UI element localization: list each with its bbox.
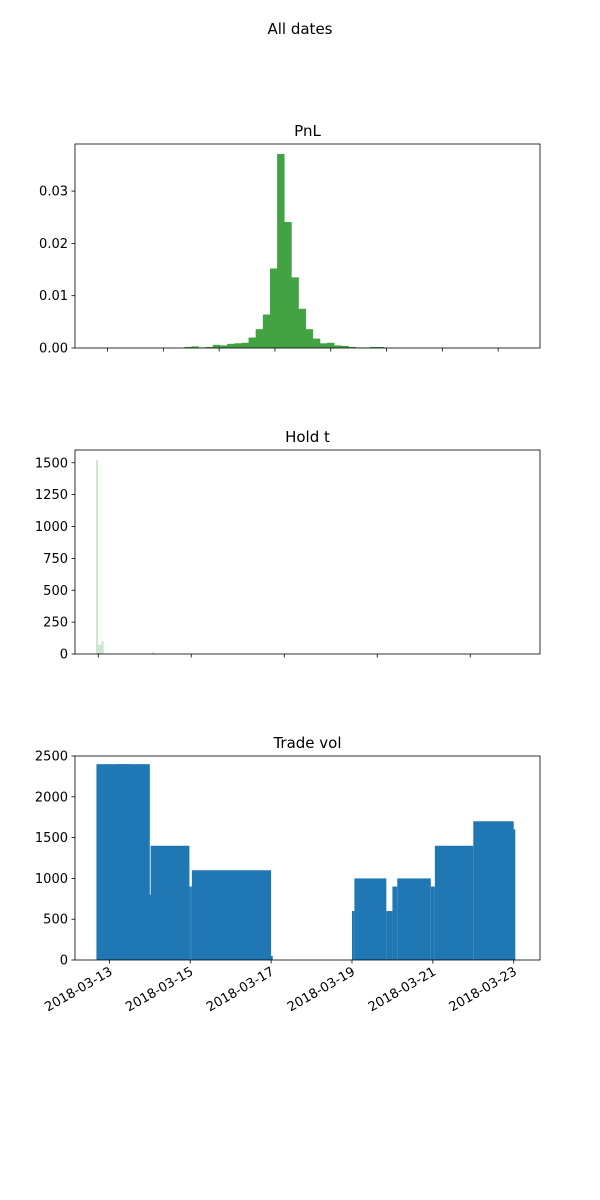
- bar-0: [184, 346, 192, 348]
- subplot-title: PnL: [294, 122, 321, 140]
- bar-16: [298, 308, 306, 348]
- axes-frame: [74, 449, 541, 655]
- bar-10: [270, 955, 273, 960]
- bar-11: [262, 314, 271, 348]
- bar-2: [110, 927, 114, 960]
- bar-group: [96, 764, 516, 960]
- bar-21: [334, 345, 342, 348]
- y-tick-label: 250: [43, 616, 68, 631]
- y-tick-label: 1250: [35, 488, 68, 503]
- bar-8: [241, 342, 249, 348]
- bar-7: [234, 343, 242, 348]
- bar-27: [377, 346, 385, 348]
- subplot-title: Hold t: [285, 428, 330, 446]
- y-tick-label: 750: [43, 552, 68, 567]
- y-tick-label: 0: [60, 648, 68, 663]
- x-tick-label: 2018-03-21: [366, 964, 439, 1015]
- bar-5: [117, 764, 150, 960]
- bar-8: [189, 886, 192, 960]
- bar-6: [227, 343, 235, 348]
- y-tick-label: 1500: [35, 831, 68, 846]
- bar-4: [114, 853, 118, 960]
- bar-10: [255, 329, 264, 348]
- bar-1: [191, 346, 199, 348]
- bar-11: [351, 911, 355, 960]
- bar-17: [434, 845, 474, 960]
- bar-14: [284, 221, 292, 348]
- bar-15: [397, 878, 431, 960]
- bar-12: [354, 878, 387, 960]
- bar-19: [512, 829, 516, 960]
- y-tick-label: 1000: [35, 520, 68, 535]
- y-tick-label: 0: [60, 954, 68, 969]
- bar-1: [97, 644, 100, 654]
- bar-2: [99, 644, 102, 654]
- bar-30: [151, 652, 154, 654]
- y-tick-label: 0.03: [39, 185, 68, 200]
- axes-frame: [74, 143, 541, 349]
- bar-9: [191, 870, 272, 960]
- bar-3: [101, 641, 104, 654]
- figure-title: All dates: [267, 20, 333, 38]
- bar-13: [386, 911, 393, 960]
- pnl-subplot: PnL 0.00 0.01 0.02 0.03: [39, 122, 541, 357]
- bar-9: [248, 337, 256, 348]
- bar-17: [305, 329, 314, 348]
- y-tick-label: 2500: [35, 750, 68, 765]
- bar-12: [269, 268, 278, 348]
- x-tick-label: 2018-03-13: [42, 964, 115, 1015]
- bar-group: [184, 153, 385, 348]
- bar-7: [150, 845, 190, 960]
- bar-1: [108, 862, 111, 960]
- x-tick-label: 2018-03-23: [447, 964, 520, 1015]
- bar-3: [205, 346, 214, 348]
- y-tick-label: 0.00: [39, 342, 68, 357]
- bar-22: [341, 345, 349, 348]
- bar-13: [277, 153, 285, 348]
- bar-23: [348, 346, 356, 348]
- x-tick-label: 2018-03-17: [204, 964, 277, 1015]
- y-tick-label: 2000: [35, 790, 68, 805]
- bar-group: [95, 460, 154, 654]
- bar-5: [219, 345, 228, 348]
- axes-frame: [74, 755, 541, 961]
- bar-4: [212, 344, 221, 348]
- bar-20: [327, 342, 335, 348]
- bar-14: [392, 886, 398, 960]
- subplot-title: Trade vol: [272, 734, 341, 752]
- hold-time-subplot: Hold t 0 250 500 750 1000 1250 1500: [35, 428, 541, 663]
- y-tick-label: 500: [43, 584, 68, 599]
- bar-18: [312, 338, 321, 348]
- y-tick-label: 0.01: [39, 289, 68, 304]
- bar-15: [291, 277, 299, 348]
- bar-18: [473, 821, 514, 960]
- bar-16: [430, 886, 435, 960]
- y-tick-label: 500: [43, 913, 68, 928]
- bar-26: [369, 346, 378, 348]
- y-tick-label: 1000: [35, 872, 68, 887]
- bar-0: [95, 460, 99, 654]
- y-tick-label: 1500: [35, 456, 68, 471]
- x-tick-label: 2018-03-15: [123, 964, 196, 1015]
- bar-19: [319, 343, 328, 348]
- x-tick-label: 2018-03-19: [285, 964, 358, 1015]
- bar-6: [148, 894, 152, 960]
- y-tick-label: 0.02: [39, 237, 68, 252]
